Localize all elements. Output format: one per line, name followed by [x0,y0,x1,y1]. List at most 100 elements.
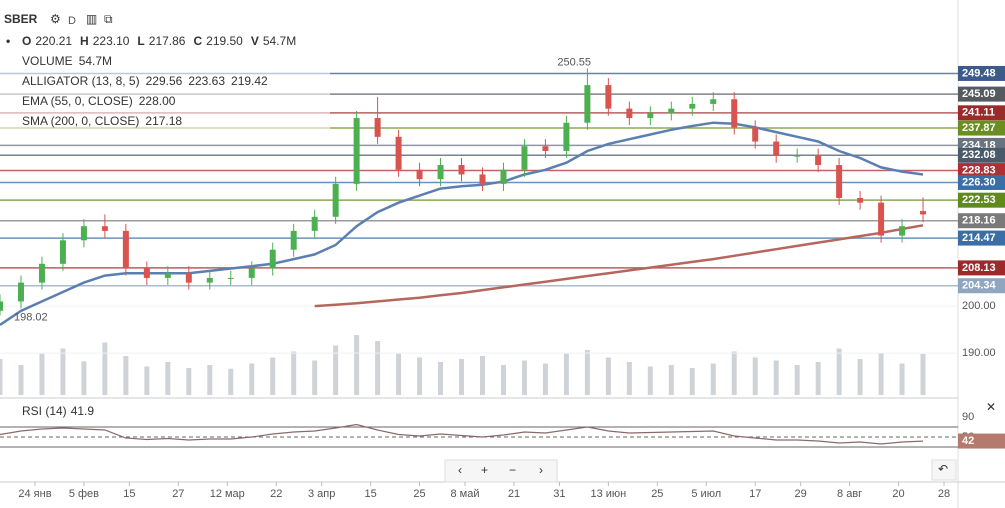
candle-body [773,141,780,156]
candle-body [101,226,108,231]
x-tick-label: 15 [364,488,376,500]
legend-name: EMA (55, 0, CLOSE) [22,94,133,108]
legend-value: 228.00 [139,94,176,108]
price-label-bg [958,174,1005,190]
compare-icon[interactable]: ⧉ [104,12,113,26]
ohlc-value: 54.7M [263,34,296,48]
ohlc-key: O [22,34,31,48]
indicators-icon[interactable]: ▥ [86,12,97,26]
x-tick-label: 12 мар [210,488,245,500]
price-label-bg [958,213,1005,229]
candle-body [752,127,759,142]
volume-bar [270,357,276,395]
candle-body [269,249,276,269]
candle-body [80,226,87,241]
x-tick-label: 28 [938,488,950,500]
ohlc-key: C [193,34,202,48]
zoom-out[interactable]: − [509,463,516,477]
x-tick-label: 15 [123,488,135,500]
price-label: 241.11 [962,107,995,119]
rsi-value: 41.9 [71,404,95,418]
volume-bar [479,356,485,395]
volume-bar [605,357,611,395]
interval: D [68,15,76,27]
volume-bar [207,365,213,395]
close-pane[interactable]: ✕ [986,400,996,414]
candle-body [122,230,129,269]
x-tick-label: 25 [413,488,425,500]
volume-bar [899,363,905,395]
x-tick-label: 5 фев [69,488,99,500]
candle-body [836,165,843,198]
volume-bar [668,365,674,395]
x-tick-label: 24 янв [18,488,51,500]
scroll-left[interactable]: ‹ [458,463,462,477]
x-tick-label: 8 май [451,488,480,500]
volume-bar [584,350,590,395]
legend-bg [0,8,330,130]
price-label: 232.08 [962,149,996,161]
collapse-dot[interactable]: • [6,34,10,48]
price-label: 237.87 [962,122,996,134]
settings-icon[interactable]: ⚙ [50,12,61,26]
volume-bar [626,362,632,395]
candle-body [227,277,234,279]
legend-value: 54.7M [79,54,112,68]
price-annotation: 250.55 [557,56,591,68]
candle-body [0,301,3,311]
price-label: 228.83 [962,164,996,176]
candle-body [395,136,402,170]
x-tick-label: 8 авг [837,488,862,500]
volume-bar [878,353,884,395]
volume-bar [438,362,444,395]
candle-body [38,263,45,283]
volume-bar [186,368,192,395]
candle-body [332,183,339,217]
rsi-tick-label: 90 [962,411,974,423]
volume-bar [459,359,465,395]
y-tick-label: 200.00 [962,300,996,312]
price-label-bg [958,260,1005,276]
y-tick-label: 190.00 [962,347,996,359]
candle-body [563,122,570,151]
volume-bar [396,353,402,395]
price-label-bg [958,65,1005,81]
scroll-right[interactable]: › [539,463,543,477]
candle-body [668,108,675,114]
symbol: SBER [4,12,38,26]
reset-button[interactable] [931,459,957,481]
zoom-in[interactable]: + [481,463,488,477]
price-label-bg [958,192,1005,208]
ohlc-value: 223.10 [93,34,130,48]
candle-body [794,155,801,157]
x-tick-label: 21 [508,488,520,500]
volume-bar [563,353,569,395]
ohlc-key: V [251,34,259,48]
candle-body [290,230,297,250]
price-label-bg [958,120,1005,136]
legend-value: 219.42 [231,74,268,88]
price-label: 204.34 [962,280,997,292]
rsi-line [0,423,924,445]
volume-bar [500,365,506,395]
volume-bar [291,351,297,395]
x-tick-label: 31 [553,488,565,500]
candle-body [500,169,507,184]
volume-bar [18,365,24,395]
price-label: 218.16 [962,215,996,227]
price-label: 226.30 [962,176,996,188]
legend-name: SMA (200, 0, CLOSE) [22,114,139,128]
plot: 190.00 200.00 250.55 198.02 249.48 245.09 241.… [0,56,1005,500]
volume-bar [542,363,548,395]
x-tick-label: 5 июл [691,488,721,500]
toolbar-bg [444,459,558,483]
candle-body [857,197,864,203]
volume-bar [228,368,234,395]
x-tick-label: 13 июн [590,488,626,500]
price-label-bg [958,147,1005,163]
volume-bar [836,348,842,395]
x-tick-label: 22 [270,488,282,500]
x-tick-label: 27 [172,488,184,500]
volume-bar [312,360,318,395]
